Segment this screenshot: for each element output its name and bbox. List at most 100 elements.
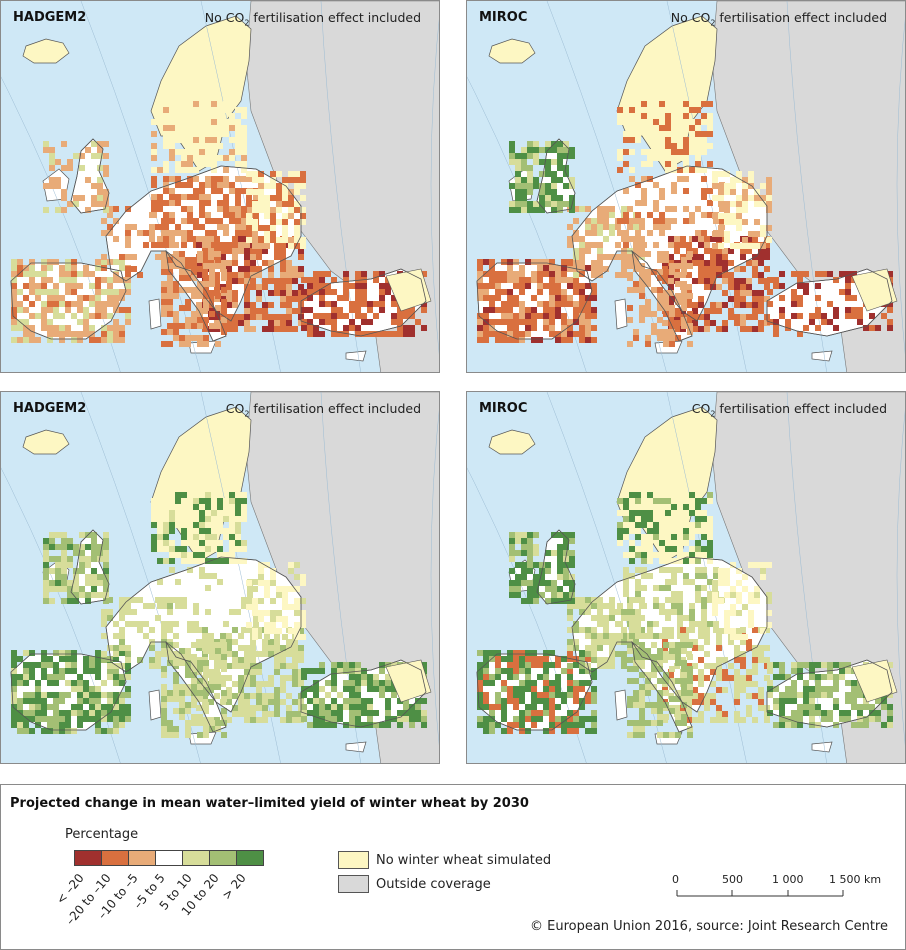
- yield-cell: [791, 686, 797, 692]
- yield-cell: [307, 289, 313, 295]
- yield-cell: [11, 698, 17, 704]
- yield-cell: [653, 131, 659, 137]
- yield-cell: [627, 657, 633, 663]
- yield-cell: [507, 301, 513, 307]
- yield-cell: [208, 699, 214, 705]
- yield-cell: [238, 236, 244, 242]
- yield-cell: [361, 698, 367, 704]
- yield-cell: [226, 296, 232, 302]
- yield-cell: [653, 603, 659, 609]
- yield-cell: [629, 516, 635, 522]
- yield-cell: [209, 642, 215, 648]
- yield-cell: [597, 242, 603, 248]
- yield-cell: [187, 101, 193, 107]
- yield-cell: [567, 224, 573, 230]
- yield-cell: [215, 257, 221, 263]
- yield-cell: [585, 230, 591, 236]
- yield-cell: [579, 289, 585, 295]
- yield-cell: [286, 278, 292, 284]
- yield-cell: [173, 660, 179, 666]
- yield-cell: [167, 323, 173, 329]
- yield-cell: [707, 552, 713, 558]
- yield-cell: [740, 657, 746, 663]
- yield-cell: [421, 301, 427, 307]
- yield-cell: [276, 592, 282, 598]
- yield-cell: [519, 307, 525, 313]
- yield-cell: [181, 125, 187, 131]
- yield-cell: [563, 580, 569, 586]
- yield-cell: [220, 681, 226, 687]
- yield-cell: [125, 686, 131, 692]
- yield-cell: [659, 155, 665, 161]
- yield-cell: [692, 645, 698, 651]
- yield-cell: [734, 266, 740, 272]
- yield-cell: [641, 242, 647, 248]
- yield-cell: [689, 615, 695, 621]
- yield-cell: [833, 686, 839, 692]
- yield-cell: [223, 107, 229, 113]
- yield-cell: [217, 546, 223, 552]
- yield-cell: [385, 716, 391, 722]
- yield-cell: [633, 726, 639, 732]
- yield-cell: [483, 325, 489, 331]
- yield-cell: [29, 313, 35, 319]
- yield-cell: [698, 627, 704, 633]
- yield-cell: [734, 699, 740, 705]
- yield-cell: [555, 307, 561, 313]
- yield-cell: [563, 532, 569, 538]
- yield-cell: [421, 722, 427, 728]
- model-label: MIROC: [479, 401, 528, 416]
- yield-cell: [537, 265, 543, 271]
- yield-cell: [639, 615, 645, 621]
- yield-cell: [331, 716, 337, 722]
- yield-cell: [199, 540, 205, 546]
- yield-cell: [35, 680, 41, 686]
- yield-cell: [585, 319, 591, 325]
- yield-cell: [256, 290, 262, 296]
- yield-cell: [367, 674, 373, 680]
- yield-cell: [779, 271, 785, 277]
- yield-cell: [55, 177, 61, 183]
- yield-cell: [623, 522, 629, 528]
- yield-cell: [59, 716, 65, 722]
- yield-cell: [734, 657, 740, 663]
- yield-cell: [193, 194, 199, 200]
- yield-cell: [519, 686, 525, 692]
- yield-cell: [621, 266, 627, 272]
- yield-cell: [887, 325, 893, 331]
- yield-cell: [41, 319, 47, 325]
- yield-cell: [707, 101, 713, 107]
- yield-cell: [704, 693, 710, 699]
- yield-cell: [687, 666, 693, 672]
- yield-cell: [95, 283, 101, 289]
- yield-cell: [226, 272, 232, 278]
- yield-cell: [489, 704, 495, 710]
- yield-cell: [701, 119, 707, 125]
- yield-cell: [791, 301, 797, 307]
- yield-cell: [125, 242, 131, 248]
- yield-cell: [173, 251, 179, 257]
- yield-cell: [659, 546, 665, 552]
- yield-cell: [73, 592, 79, 598]
- yield-cell: [173, 323, 179, 329]
- yield-cell: [35, 337, 41, 343]
- yield-cell: [49, 177, 55, 183]
- coastline-turkey: [300, 659, 427, 728]
- yield-cell: [286, 296, 292, 302]
- yield-cell: [695, 167, 701, 173]
- yield-cell: [361, 301, 367, 307]
- yield-cell: [331, 289, 337, 295]
- yield-cell: [107, 289, 113, 295]
- yield-cell: [202, 242, 208, 248]
- yield-cell: [151, 242, 157, 248]
- yield-cell: [635, 230, 641, 236]
- yield-cell: [211, 230, 217, 236]
- yield-cell: [555, 271, 561, 277]
- yield-cell: [663, 654, 669, 660]
- yield-cell: [244, 657, 250, 663]
- yield-cell: [217, 558, 223, 564]
- yield-cell: [689, 125, 695, 131]
- yield-cell: [274, 284, 280, 290]
- yield-cell: [409, 710, 415, 716]
- yield-cell: [79, 544, 85, 550]
